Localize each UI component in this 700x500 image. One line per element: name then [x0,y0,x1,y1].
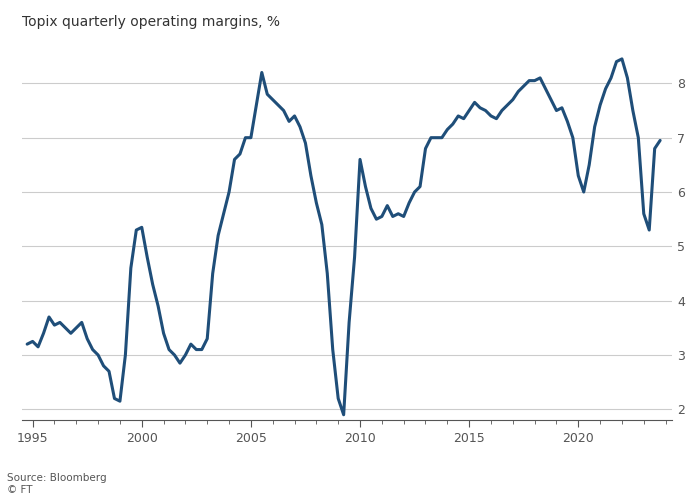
Text: Source: Bloomberg
© FT: Source: Bloomberg © FT [7,474,106,495]
Text: Topix quarterly operating margins, %: Topix quarterly operating margins, % [22,15,280,29]
